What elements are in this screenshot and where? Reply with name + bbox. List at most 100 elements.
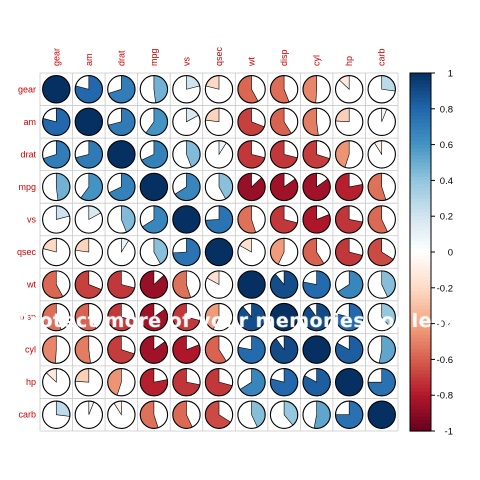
pie-outline <box>334 75 364 104</box>
scale-swatch <box>410 316 431 321</box>
pie-cell <box>204 205 234 234</box>
pie-cell <box>204 270 234 299</box>
scale-swatch <box>410 366 431 371</box>
pie-cell <box>204 302 234 332</box>
pie-outline <box>204 270 234 299</box>
pie-cell <box>367 302 396 332</box>
pie-cell <box>172 237 201 267</box>
pie-outline <box>74 302 104 332</box>
scale-swatch <box>410 173 431 178</box>
scale-tick-label: 0.8 <box>440 104 453 115</box>
pie-outline <box>237 75 266 104</box>
pie-cell <box>107 107 136 137</box>
scale-swatch <box>410 90 431 96</box>
pie-outline <box>237 400 266 429</box>
pie-outline <box>172 75 201 104</box>
scale-swatch <box>410 133 431 139</box>
pie-slice <box>302 335 331 364</box>
pie-cell <box>107 140 136 169</box>
pie-cell <box>334 172 364 202</box>
scale-swatch <box>410 330 431 335</box>
pie-cell <box>269 172 299 202</box>
pie-slice <box>378 335 396 364</box>
pie-cell <box>302 107 331 137</box>
pie-cell <box>237 172 266 202</box>
pie-outline <box>107 237 136 267</box>
pie-cell <box>139 107 169 137</box>
pie-outline <box>107 75 136 104</box>
pie-outline <box>42 205 71 234</box>
pie-slice <box>42 335 57 364</box>
pie-outline <box>139 367 169 397</box>
scale-swatch <box>410 115 431 121</box>
pie-cell <box>42 140 71 169</box>
pie-outline <box>139 140 169 169</box>
pie-cell <box>42 302 71 332</box>
column-label: hp <box>344 56 354 66</box>
pie-outline <box>367 335 396 364</box>
pie-outline <box>107 270 136 299</box>
column-labels: gear am drat mpg vs qsec wt disp cyl hp carb <box>51 46 386 67</box>
pie-outline <box>237 367 266 397</box>
pie-cell <box>269 237 299 267</box>
pie-cell <box>42 237 71 267</box>
pie-outline <box>367 205 396 234</box>
pie-outline <box>172 335 201 364</box>
pie-cell <box>302 400 331 429</box>
pie-cell <box>302 75 331 104</box>
pie-cell <box>42 400 71 429</box>
pie-cell <box>42 270 71 299</box>
pie-cell <box>302 237 331 267</box>
scale-swatch <box>410 141 431 146</box>
pie-cell <box>139 335 169 364</box>
scale-swatch <box>410 312 431 318</box>
pie-outline <box>107 335 136 364</box>
pie-outline <box>367 237 396 267</box>
scale-swatch <box>410 144 431 149</box>
pie-outline <box>172 205 201 234</box>
pie-cell <box>172 172 201 202</box>
pie-outline <box>74 335 104 364</box>
pie-outline <box>237 140 266 169</box>
pie-cell <box>237 302 266 332</box>
pie-slice <box>302 75 317 104</box>
pie-outline <box>302 335 331 364</box>
scale-swatch <box>410 305 431 310</box>
pie-outline <box>74 237 104 267</box>
pie-cell <box>172 400 201 429</box>
pie-outline <box>204 400 234 429</box>
pie-cell <box>237 107 266 137</box>
pie-cell <box>107 205 136 234</box>
scale-swatch <box>410 166 431 171</box>
pie-outline <box>204 107 234 137</box>
pie-outline <box>269 172 299 202</box>
pie-cell <box>42 75 71 104</box>
scale-swatch <box>410 230 431 235</box>
pie-outline <box>107 367 136 397</box>
scale-swatch <box>410 151 431 156</box>
pie-cell <box>367 237 396 267</box>
pie-cell <box>172 335 201 364</box>
scale-swatch <box>410 334 431 339</box>
pie-outline <box>172 237 201 267</box>
pie-outline <box>42 140 71 169</box>
pie-outline <box>367 400 396 429</box>
scale-swatch <box>410 248 431 253</box>
scale-swatch <box>410 395 431 400</box>
column-label: mpg <box>149 48 159 66</box>
pie-outline <box>74 205 104 234</box>
scale-swatch <box>410 76 431 81</box>
scale-swatch <box>410 241 431 246</box>
pie-outline <box>302 172 331 202</box>
pie-slice <box>42 75 70 103</box>
scale-swatch <box>410 362 431 368</box>
pie-outline <box>139 107 169 137</box>
pie-cell <box>269 400 299 429</box>
scale-swatch <box>410 302 431 307</box>
scale-swatch <box>410 377 431 382</box>
pie-cell <box>42 367 71 397</box>
pie-slice <box>313 400 331 429</box>
scale-swatch <box>410 73 431 78</box>
scale-swatch <box>410 237 431 242</box>
